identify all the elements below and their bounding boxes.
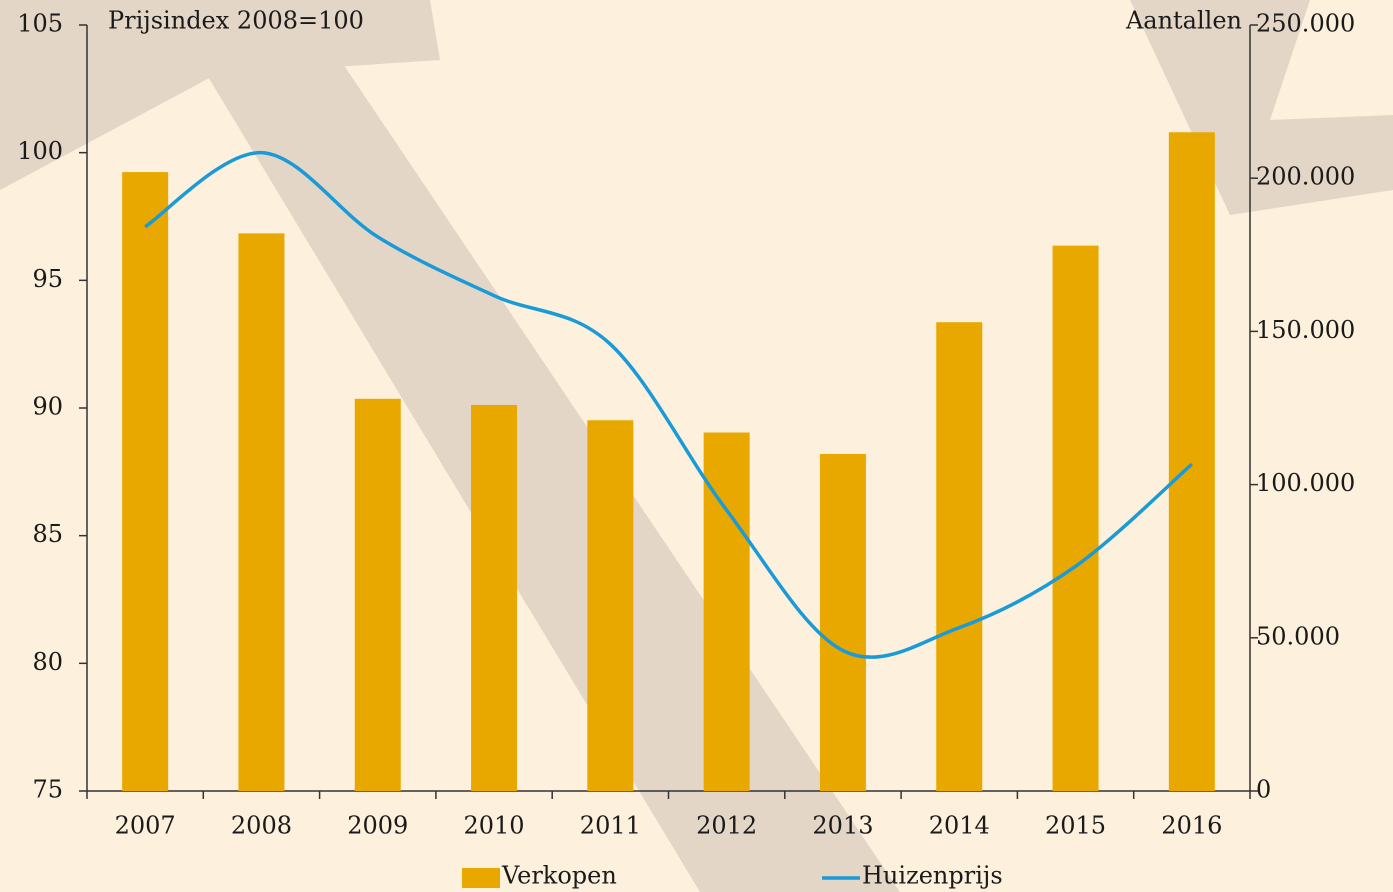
bar: [1052, 245, 1099, 791]
legend-label: Huizenprijs: [862, 862, 1003, 890]
y-axis-title: Prijsindex 2008=100: [108, 7, 364, 35]
bar: [587, 420, 634, 791]
y-tick-label: 85: [32, 520, 63, 548]
bar: [354, 398, 401, 791]
line: [144, 150, 1194, 659]
x-tick-label: 2015: [1045, 812, 1106, 840]
x-tick-label: 2013: [812, 812, 873, 840]
x-tick-label: 2011: [580, 812, 641, 840]
legend-label: Verkopen: [501, 862, 617, 890]
bar: [471, 404, 518, 791]
legend-swatch: [462, 868, 500, 888]
y-tick-label: 95: [32, 265, 63, 293]
x-tick-label: 2008: [231, 812, 292, 840]
bar: [936, 322, 983, 791]
bar: [238, 233, 285, 792]
y-tick-label: 105: [17, 10, 63, 38]
y-tick-label: 100: [17, 137, 63, 165]
y2-tick-label: 250.000: [1256, 10, 1355, 38]
x-tick-label: 2007: [115, 812, 176, 840]
y2-axis-title: Aantallen: [1125, 7, 1242, 35]
y-tick-label: 80: [32, 648, 63, 676]
bar: [1168, 132, 1215, 792]
y-tick-label: 90: [32, 393, 63, 421]
x-tick-label: 2010: [464, 812, 525, 840]
y2-tick-label: 50.000: [1256, 622, 1340, 650]
y2-tick-label: 150.000: [1256, 316, 1355, 344]
y-tick-label: 75: [32, 776, 63, 804]
y2-tick-label: 200.000: [1256, 163, 1355, 191]
x-tick-label: 2009: [347, 812, 408, 840]
x-tick-label: 2014: [929, 812, 990, 840]
y2-tick-label: 0: [1256, 776, 1271, 804]
bar: [703, 432, 750, 791]
bar: [819, 453, 866, 791]
x-tick-label: 2012: [696, 812, 757, 840]
bar: [122, 172, 169, 791]
y2-tick-label: 100.000: [1256, 469, 1355, 497]
x-tick-label: 2016: [1161, 812, 1222, 840]
